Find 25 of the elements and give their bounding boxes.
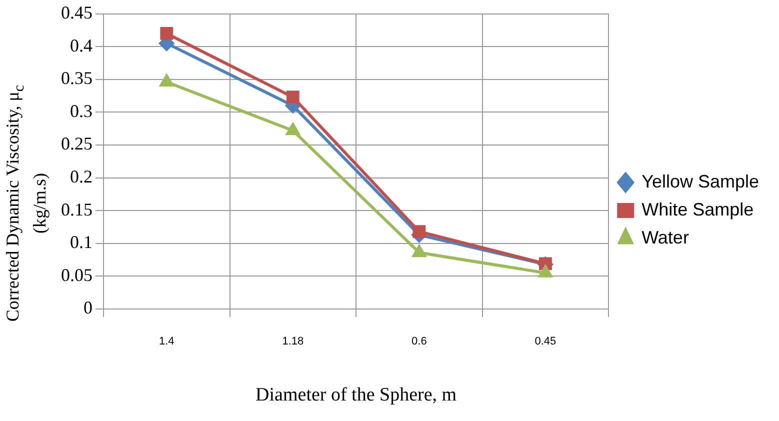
legend-label: Water: [642, 227, 689, 248]
x-axis-title: Diameter of the Sphere, m: [256, 384, 457, 406]
y-tick-label: 0.15: [61, 199, 92, 220]
point: [160, 27, 174, 40]
x-tick-label: 1.4: [158, 336, 174, 348]
point: [286, 123, 300, 136]
y-tick-label: 0.4: [70, 35, 92, 56]
y-tick-label: 0.1: [70, 232, 92, 252]
x-tick-label: 0.45: [534, 336, 556, 348]
y-tick-label: 0.25: [61, 134, 92, 154]
y-tick-label: 0.45: [61, 2, 92, 23]
legend-label: Yellow Sample: [642, 171, 759, 192]
point: [286, 90, 300, 104]
point: [412, 225, 426, 238]
legend-label: White Sample: [642, 199, 754, 220]
x-tick-label: 1.18: [282, 336, 304, 348]
y-tick-label: 0.35: [61, 68, 92, 88]
y-tick-label: 0.2: [70, 166, 92, 187]
y-tick-label: 0.05: [61, 264, 92, 285]
y-tick-label: 0.3: [70, 100, 92, 121]
point: [412, 245, 426, 258]
x-tick-label: 0.6: [412, 336, 427, 348]
y-tick-label: 0: [84, 298, 92, 318]
point: [538, 265, 552, 278]
point: [160, 74, 174, 87]
